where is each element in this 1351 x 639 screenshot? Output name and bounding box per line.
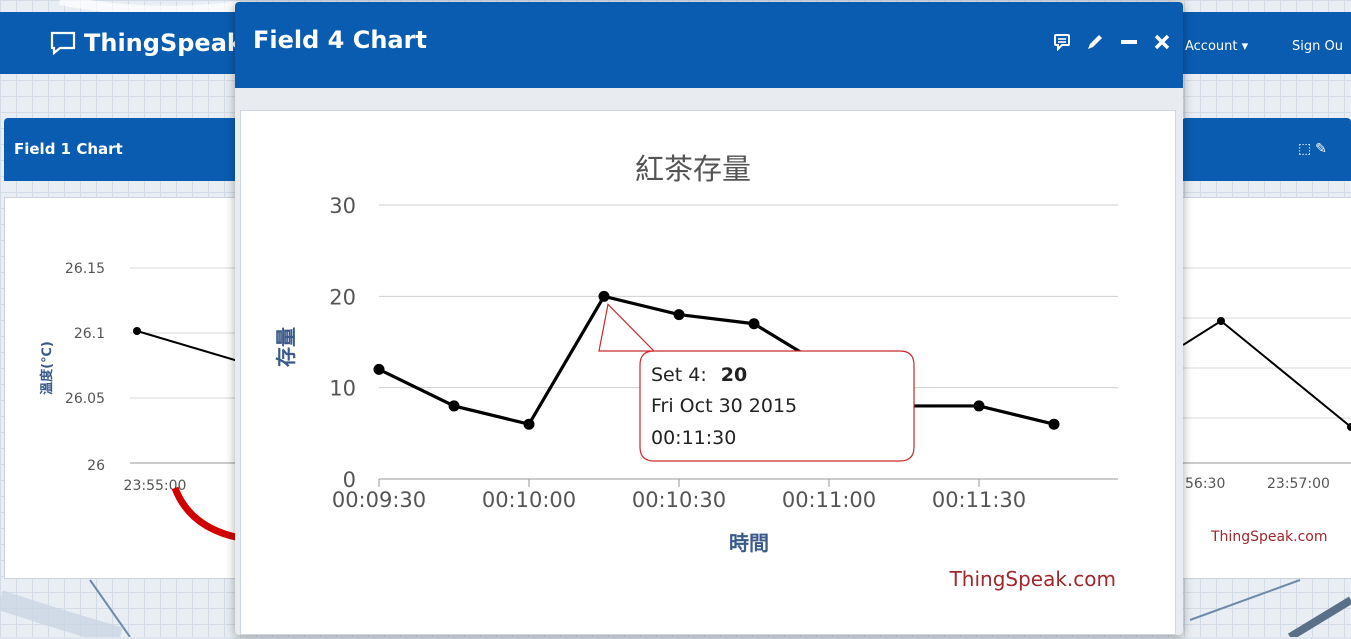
tooltip-time: 00:11:30 [651,427,736,449]
field1-panel-title: Field 1 Chart [14,140,123,158]
comment-outline-icon [50,31,76,55]
close-icon[interactable] [1153,33,1171,55]
data-point[interactable] [673,309,685,321]
right-panel-header: ⬚ ✎ [1182,118,1351,181]
data-point[interactable] [448,400,460,412]
brand-name: ThingSpeak [84,29,243,57]
field1-y-tick: 26.1 [74,326,105,342]
data-point[interactable] [373,363,385,375]
field1-y-tick: 26 [87,458,105,474]
nav-sign-out[interactable]: Sign Ou [1292,39,1343,54]
x-tick-label: 00:10:30 [632,488,726,512]
right-chart-panel: 56:30 23:57:00 ThingSpeak.com [1182,197,1351,579]
field1-panel-header: Field 1 Chart [4,118,244,181]
data-point[interactable] [1048,418,1060,430]
x-tick-label: 00:11:00 [782,488,876,512]
data-tooltip: Set 4: 20 Fri Oct 30 2015 00:11:30 [598,303,915,462]
x-tick-label: 00:10:00 [482,488,576,512]
modal-title: Field 4 Chart [253,26,427,54]
edit-icon[interactable] [1085,32,1105,56]
field1-chart-panel: 26.15 26.1 26.05 26 23:55:00 2 溫度(℃) [4,197,246,579]
data-point[interactable] [598,290,610,302]
data-point[interactable] [523,418,535,430]
right-data-point [1347,423,1351,431]
comment-icon[interactable]: ⬚ [1298,140,1312,156]
right-data-point [1217,317,1225,325]
nav-account[interactable]: Account ▾ [1185,39,1249,54]
right-chart: 56:30 23:57:00 ThingSpeak.com [1182,267,1351,545]
y-tick-label: 10 [329,377,356,401]
edit-icon[interactable]: ✎ [1315,140,1327,156]
tooltip-series-label: Set 4: [651,364,707,386]
right-panel-tools: ⬚ ✎ [1298,140,1327,157]
brand-logo[interactable]: ThingSpeak [50,29,243,57]
modal-toolbar [1053,32,1171,56]
y-axis-label: 存量 [274,327,298,367]
tooltip-value: 20 [721,364,747,386]
field1-x-tick: 23:55:00 [124,478,187,494]
x-tick-label: 00:11:30 [932,488,1026,512]
comment-icon[interactable] [1053,33,1071,55]
modal-chart-area: 紅茶存量 0 10 20 30 00:09:30 00:10:00 00:10:30 00:… [240,110,1176,635]
y-tick-label: 0 [343,468,356,492]
y-tick-label: 20 [329,285,356,309]
y-tick-label: 30 [329,194,356,218]
minimize-icon[interactable] [1119,32,1139,56]
field4-chart[interactable]: 紅茶存量 0 10 20 30 00:09:30 00:10:00 00:10:30 00:… [241,111,1175,634]
data-point[interactable] [748,318,760,330]
series-line [378,294,1055,427]
data-point[interactable] [973,400,985,412]
tooltip-date: Fri Oct 30 2015 [651,395,797,417]
field1-y-tick: 26.15 [65,261,105,277]
modal-header: Field 4 Chart [235,2,1183,88]
field1-data-point [133,327,141,335]
chart-credit[interactable]: ThingSpeak.com [949,567,1116,591]
field1-chart: 26.15 26.1 26.05 26 23:55:00 2 溫度(℃) [39,261,246,542]
x-axis-label: 時間 [729,531,769,555]
right-credit[interactable]: ThingSpeak.com [1210,529,1328,545]
red-arrow-annotation [171,486,241,542]
tooltip-series-line: Set 4: 20 [651,364,747,386]
chart-title: 紅茶存量 [635,152,751,186]
field1-y-tick: 26.05 [65,391,105,407]
field1-y-axis-label: 溫度(℃) [39,341,55,395]
field4-chart-modal: Field 4 Chart 紅茶存量 0 10 20 30 00:09:30 00:10… [235,2,1183,635]
right-x-tick: 23:57:00 [1267,476,1330,492]
x-tick-label: 00:09:30 [332,488,426,512]
caret-down-icon: ▾ [1241,39,1249,54]
right-x-tick: 56:30 [1185,476,1225,492]
